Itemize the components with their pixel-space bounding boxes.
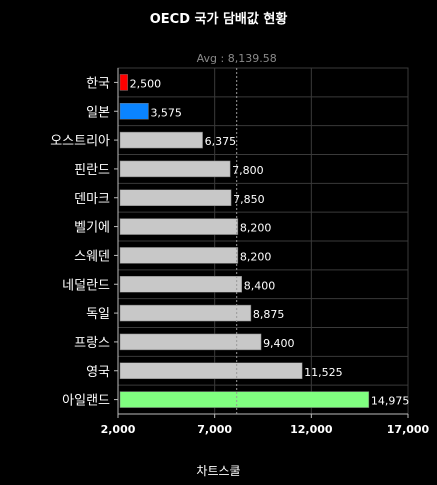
bar-6: [119, 218, 239, 235]
bar-12: [119, 391, 370, 408]
chart-title: OECD 국가 담배값 현황: [149, 12, 288, 27]
value-label: 8,875: [253, 308, 285, 321]
value-label: 2,500: [130, 77, 162, 90]
category-label: 스웨덴: [74, 249, 110, 264]
value-label: 8,200: [240, 222, 272, 235]
value-label: 6,375: [205, 135, 237, 148]
bar-8: [119, 276, 242, 293]
category-label: 핀란드: [74, 163, 110, 178]
category-label: 덴마크: [74, 192, 110, 207]
average-label: Avg : 8,139.58: [197, 52, 277, 65]
x-axis-title: 차트스쿨: [196, 464, 241, 478]
x-tick-label: 7,000: [197, 423, 232, 436]
category-label: 프랑스: [74, 336, 110, 351]
category-label: 영국: [86, 365, 110, 380]
x-tick-label: 12,000: [290, 423, 333, 436]
category-label: 한국: [86, 76, 110, 91]
category-label: 독일: [86, 307, 110, 322]
category-label: 네덜란드: [62, 278, 110, 293]
value-label: 7,850: [233, 193, 265, 206]
category-label: 아일랜드: [62, 394, 110, 409]
category-label: 일본: [86, 105, 110, 120]
value-label: 9,400: [263, 337, 295, 350]
bar-3: [119, 131, 203, 149]
bar-9: [119, 304, 252, 322]
x-tick-label: 2,000: [101, 423, 136, 436]
value-label: 11,525: [304, 366, 343, 379]
value-label: 8,400: [244, 279, 276, 292]
value-label: 3,575: [150, 106, 182, 119]
value-label: 7,800: [232, 164, 264, 177]
value-label: 8,200: [240, 250, 272, 263]
bar-1: [119, 74, 128, 91]
bar-11: [119, 362, 303, 379]
bar-10: [119, 333, 262, 351]
bar-4: [119, 160, 231, 178]
bar-5: [119, 189, 232, 206]
x-tick-label: 17,000: [387, 423, 430, 436]
bar-7: [119, 247, 239, 264]
category-label: 벨기에: [74, 221, 110, 236]
category-label: 오스트리아: [50, 134, 110, 149]
bar-2: [119, 103, 149, 120]
value-label: 14,975: [371, 395, 410, 408]
